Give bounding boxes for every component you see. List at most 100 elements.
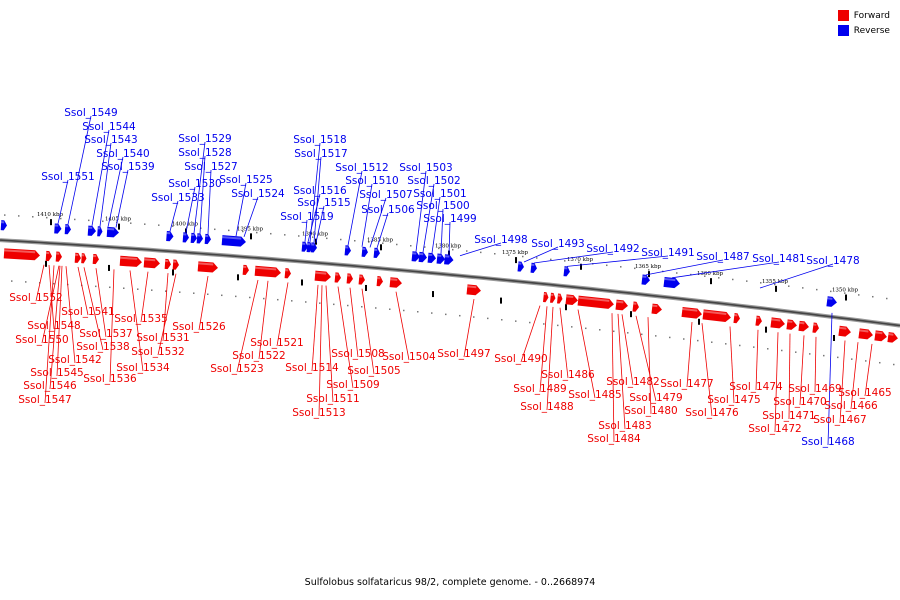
Ssol_1533-label: Ssol_1533 — [151, 192, 204, 204]
reverse-gene-9-arrow — [196, 233, 203, 244]
lane-tick — [237, 274, 239, 281]
forward-gene-27-arrow — [632, 301, 639, 312]
forward-gene-23-arrow — [556, 293, 563, 304]
Ssol_1540-leader — [107, 156, 124, 228]
Ssol_1517-label: Ssol_1517 — [294, 148, 347, 160]
reverse-lane-dot — [102, 220, 104, 223]
Ssol_1487-label: Ssol_1487 — [696, 251, 749, 263]
ruler-tick — [250, 233, 252, 240]
Ssol_1513-leader — [318, 285, 323, 417]
forward-lane-dot — [235, 295, 237, 298]
Ssol_1480-leader — [647, 317, 652, 415]
Ssol_1544-label: Ssol_1544 — [82, 121, 136, 133]
forward-swatch — [837, 10, 849, 21]
forward-lane-dot — [193, 292, 195, 294]
forward-lane-dot — [137, 288, 139, 290]
reverse-gene-4-highlight — [97, 227, 101, 230]
reverse-gene-12-arrow — [301, 241, 308, 252]
reverse-gene-27-highlight — [664, 277, 676, 282]
Ssol_1529-label: Ssol_1529 — [178, 133, 231, 145]
reverse-lane-dot — [256, 231, 258, 234]
Ssol_1543-label: Ssol_1543 — [84, 134, 137, 146]
Ssol_1480-label: Ssol_1480 — [624, 405, 677, 417]
forward-gene-30-arrow — [702, 309, 731, 322]
Ssol_1545-leader — [56, 265, 63, 377]
reverse-lane-dot — [32, 216, 34, 218]
forward-gene-31-highlight — [734, 313, 738, 317]
reverse-lane-dot — [704, 275, 706, 277]
forward-lane-dot — [263, 297, 265, 300]
Ssol_1467-label: Ssol_1467 — [813, 414, 866, 426]
forward-lane-dot — [851, 358, 853, 360]
forward-lane-dot — [151, 289, 153, 291]
ruler-tick — [380, 244, 382, 251]
forward-gene-10-feature — [197, 261, 218, 273]
forward-lane-dot — [277, 298, 279, 301]
reverse-lane-dot — [270, 232, 272, 235]
forward-gene-34-arrow — [786, 319, 797, 330]
Ssol_1537-label: Ssol_1537 — [79, 328, 132, 340]
reverse-lane-dot — [578, 261, 580, 264]
Ssol_1526-label: Ssol_1526 — [172, 321, 226, 333]
Ssol_1535-label: Ssol_1535 — [114, 313, 167, 325]
forward-lane-dot — [767, 348, 769, 350]
Ssol_1519-leader — [304, 219, 308, 242]
reverse-gene-20-arrow — [427, 252, 436, 264]
Ssol_1504-leader — [395, 291, 410, 361]
forward-gene-38-highlight — [859, 329, 869, 333]
forward-gene-27-feature — [632, 301, 639, 312]
Ssol_1485-leader — [577, 309, 596, 399]
forward-gene-12-highlight — [255, 266, 277, 271]
Ssol_1501-leader — [431, 196, 441, 254]
reverse-lane-dot — [816, 288, 818, 291]
Ssol_1540-label: Ssol_1540 — [96, 148, 149, 160]
Ssol_1541-label: Ssol_1541 — [61, 306, 114, 318]
Ssol_1513-label: Ssol_1513 — [292, 407, 345, 419]
forward-lane-dot — [417, 311, 419, 313]
reverse-lane-dot — [340, 238, 342, 241]
reverse-lane-dot — [676, 272, 678, 274]
Ssol_1493-label: Ssol_1493 — [531, 238, 584, 250]
forward-gene-19-feature — [389, 277, 402, 288]
forward-gene-23-highlight — [557, 294, 561, 297]
forward-gene-16-feature — [346, 273, 353, 284]
Ssol_1514-leader — [311, 284, 319, 372]
Ssol_1545-label: Ssol_1545 — [30, 367, 83, 379]
Ssol_1508-leader — [349, 287, 359, 358]
reverse-lane-dot — [760, 282, 762, 284]
forward-gene-22-arrow — [550, 292, 556, 303]
forward-gene-29-feature — [681, 306, 702, 319]
Ssol_1507-leader — [369, 197, 387, 248]
Ssol_1544-leader — [91, 129, 110, 226]
Ssol_1479-label: Ssol_1479 — [629, 392, 682, 404]
lane-tick — [301, 279, 303, 286]
Ssol_1552-label: Ssol_1552 — [9, 292, 62, 304]
reverse-gene-16-arrow — [361, 246, 368, 257]
Ssol_1476-leader — [701, 323, 713, 417]
reverse-lane-dot — [46, 216, 48, 219]
legend-forward: Forward — [837, 8, 890, 23]
forward-gene-3-feature — [74, 252, 81, 263]
forward-lane-dot — [837, 356, 839, 359]
forward-gene-10-highlight — [198, 262, 214, 266]
forward-gene-30-highlight — [703, 310, 727, 316]
lane-tick — [45, 260, 47, 267]
Ssol_1525-leader — [235, 182, 247, 237]
Ssol_1518-label: Ssol_1518 — [293, 134, 346, 146]
reverse-lane-dot — [60, 217, 62, 220]
forward-lane-dot — [179, 291, 181, 293]
forward-gene-21-feature — [542, 292, 549, 303]
Ssol_1481-label: Ssol_1481 — [752, 253, 805, 265]
Ssol_1498-leader — [459, 242, 502, 257]
reverse-gene-21-arrow — [436, 253, 445, 264]
forward-gene-34-highlight — [787, 320, 793, 323]
Ssol_1506-leader — [376, 212, 389, 249]
reverse-gene-18-arrow — [411, 251, 420, 262]
forward-gene-36-feature — [812, 322, 819, 333]
forward-gene-29-highlight — [682, 307, 698, 312]
reverse-gene-27-arrow — [663, 276, 680, 289]
forward-gene-7-feature — [143, 257, 160, 269]
forward-gene-16-arrow — [346, 273, 353, 284]
ruler-tick-label: 1385 kbp — [367, 237, 394, 243]
reverse-gene-23-highlight — [518, 262, 522, 265]
